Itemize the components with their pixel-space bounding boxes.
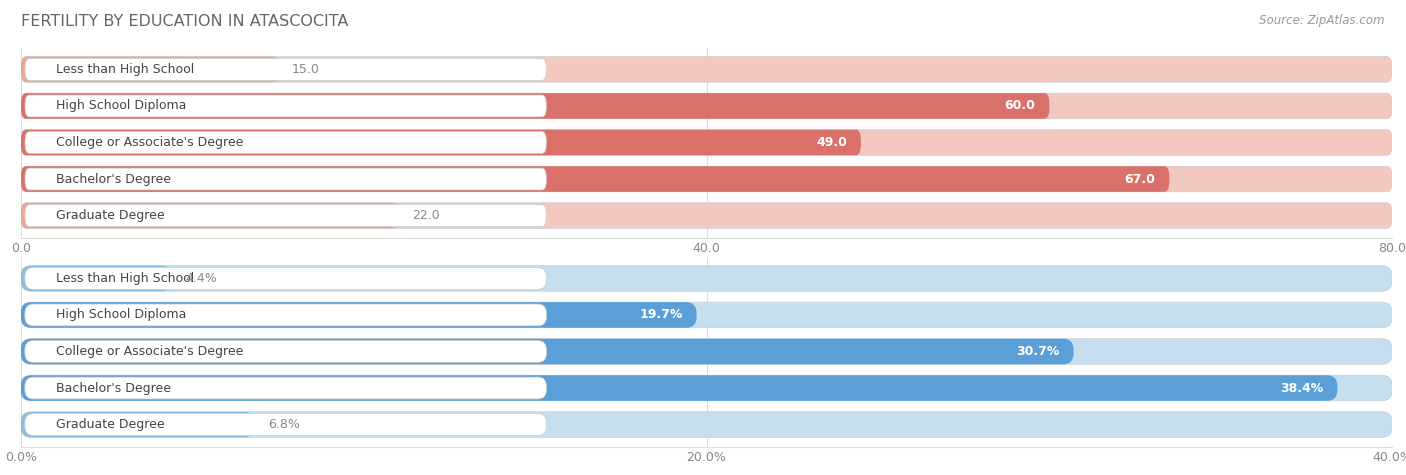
FancyBboxPatch shape bbox=[25, 377, 547, 399]
FancyBboxPatch shape bbox=[21, 375, 1392, 401]
FancyBboxPatch shape bbox=[21, 166, 1392, 192]
FancyBboxPatch shape bbox=[25, 205, 547, 227]
FancyBboxPatch shape bbox=[21, 266, 172, 291]
FancyBboxPatch shape bbox=[25, 132, 547, 153]
Text: 67.0: 67.0 bbox=[1125, 172, 1156, 186]
FancyBboxPatch shape bbox=[21, 130, 860, 155]
Text: 6.8%: 6.8% bbox=[269, 418, 299, 431]
FancyBboxPatch shape bbox=[21, 57, 278, 82]
FancyBboxPatch shape bbox=[21, 302, 1392, 328]
Text: 60.0: 60.0 bbox=[1005, 99, 1035, 113]
Text: Source: ZipAtlas.com: Source: ZipAtlas.com bbox=[1260, 14, 1385, 27]
FancyBboxPatch shape bbox=[25, 58, 547, 80]
Text: 4.4%: 4.4% bbox=[186, 272, 218, 285]
FancyBboxPatch shape bbox=[21, 130, 1392, 155]
FancyBboxPatch shape bbox=[25, 168, 547, 190]
FancyBboxPatch shape bbox=[25, 414, 547, 436]
Text: 22.0: 22.0 bbox=[412, 209, 440, 222]
Text: Bachelor's Degree: Bachelor's Degree bbox=[56, 172, 172, 186]
Text: College or Associate's Degree: College or Associate's Degree bbox=[56, 345, 243, 358]
FancyBboxPatch shape bbox=[21, 266, 1392, 291]
Text: 38.4%: 38.4% bbox=[1279, 381, 1323, 395]
FancyBboxPatch shape bbox=[21, 412, 254, 437]
Text: 30.7%: 30.7% bbox=[1017, 345, 1060, 358]
FancyBboxPatch shape bbox=[21, 166, 1170, 192]
Text: Less than High School: Less than High School bbox=[56, 272, 194, 285]
FancyBboxPatch shape bbox=[25, 341, 547, 362]
Text: Less than High School: Less than High School bbox=[56, 63, 194, 76]
FancyBboxPatch shape bbox=[21, 339, 1392, 364]
Text: High School Diploma: High School Diploma bbox=[56, 308, 187, 322]
FancyBboxPatch shape bbox=[25, 95, 547, 117]
Text: High School Diploma: High School Diploma bbox=[56, 99, 187, 113]
FancyBboxPatch shape bbox=[21, 302, 696, 328]
FancyBboxPatch shape bbox=[25, 304, 547, 326]
FancyBboxPatch shape bbox=[21, 412, 1392, 437]
Text: FERTILITY BY EDUCATION IN ATASCOCITA: FERTILITY BY EDUCATION IN ATASCOCITA bbox=[21, 14, 349, 29]
Text: Graduate Degree: Graduate Degree bbox=[56, 418, 165, 431]
FancyBboxPatch shape bbox=[21, 57, 1392, 82]
FancyBboxPatch shape bbox=[21, 203, 398, 228]
FancyBboxPatch shape bbox=[21, 203, 1392, 228]
FancyBboxPatch shape bbox=[25, 267, 547, 289]
FancyBboxPatch shape bbox=[21, 93, 1049, 119]
FancyBboxPatch shape bbox=[21, 339, 1074, 364]
Text: College or Associate's Degree: College or Associate's Degree bbox=[56, 136, 243, 149]
FancyBboxPatch shape bbox=[21, 93, 1392, 119]
FancyBboxPatch shape bbox=[21, 375, 1337, 401]
Text: 15.0: 15.0 bbox=[292, 63, 319, 76]
Text: Bachelor's Degree: Bachelor's Degree bbox=[56, 381, 172, 395]
Text: 49.0: 49.0 bbox=[815, 136, 846, 149]
Text: Graduate Degree: Graduate Degree bbox=[56, 209, 165, 222]
Text: 19.7%: 19.7% bbox=[640, 308, 682, 322]
